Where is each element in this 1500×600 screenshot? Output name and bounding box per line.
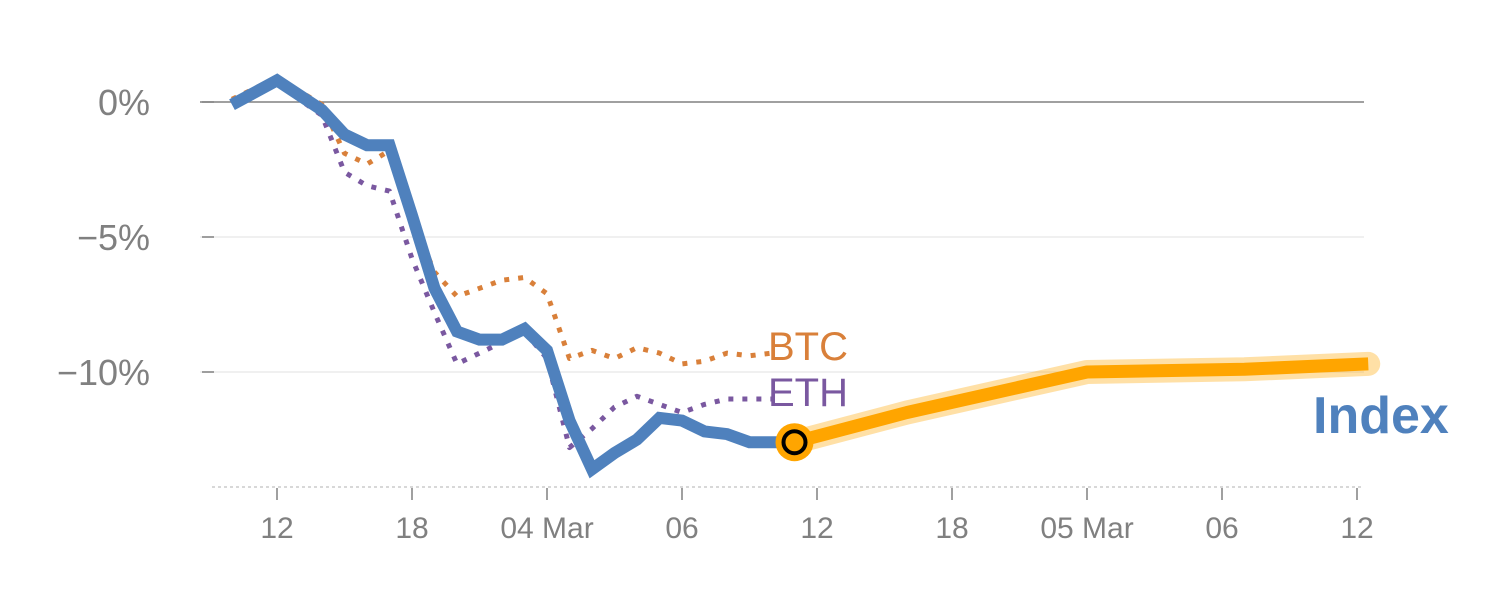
index-projection-line (792, 357, 1369, 449)
x-tick-label-5: 18 (935, 512, 968, 545)
series-eth-line (231, 80, 772, 451)
x-tick-label-2: 04 Mar (500, 512, 593, 545)
x-tick-label-4: 12 (800, 512, 833, 545)
y-axis: 0% −5% −10% (57, 82, 214, 393)
index-label: Index (1313, 387, 1449, 445)
x-tick-label-6: 05 Mar (1040, 512, 1133, 545)
x-tick-label-8: 12 (1340, 512, 1373, 545)
y-tick-label-2: −10% (57, 352, 150, 393)
y-tick-label-0: 0% (98, 82, 150, 123)
x-tick-label-7: 06 (1205, 512, 1238, 545)
x-tick-label-1: 18 (395, 512, 428, 545)
series-index-line (229, 73, 795, 479)
current-marker (781, 429, 808, 456)
annotations: BTC ETH Index (768, 325, 1449, 445)
eth-label: ETH (768, 371, 848, 415)
x-tick-label-0: 12 (260, 512, 293, 545)
y-tick-label-1: −5% (77, 217, 150, 258)
x-tick-label-3: 06 (665, 512, 698, 545)
series-lines (229, 73, 1381, 479)
series-btc-line (230, 75, 773, 367)
x-axis: 12 18 04 Mar 06 12 18 05 Mar 06 12 (212, 486, 1374, 545)
btc-label: BTC (768, 325, 848, 369)
